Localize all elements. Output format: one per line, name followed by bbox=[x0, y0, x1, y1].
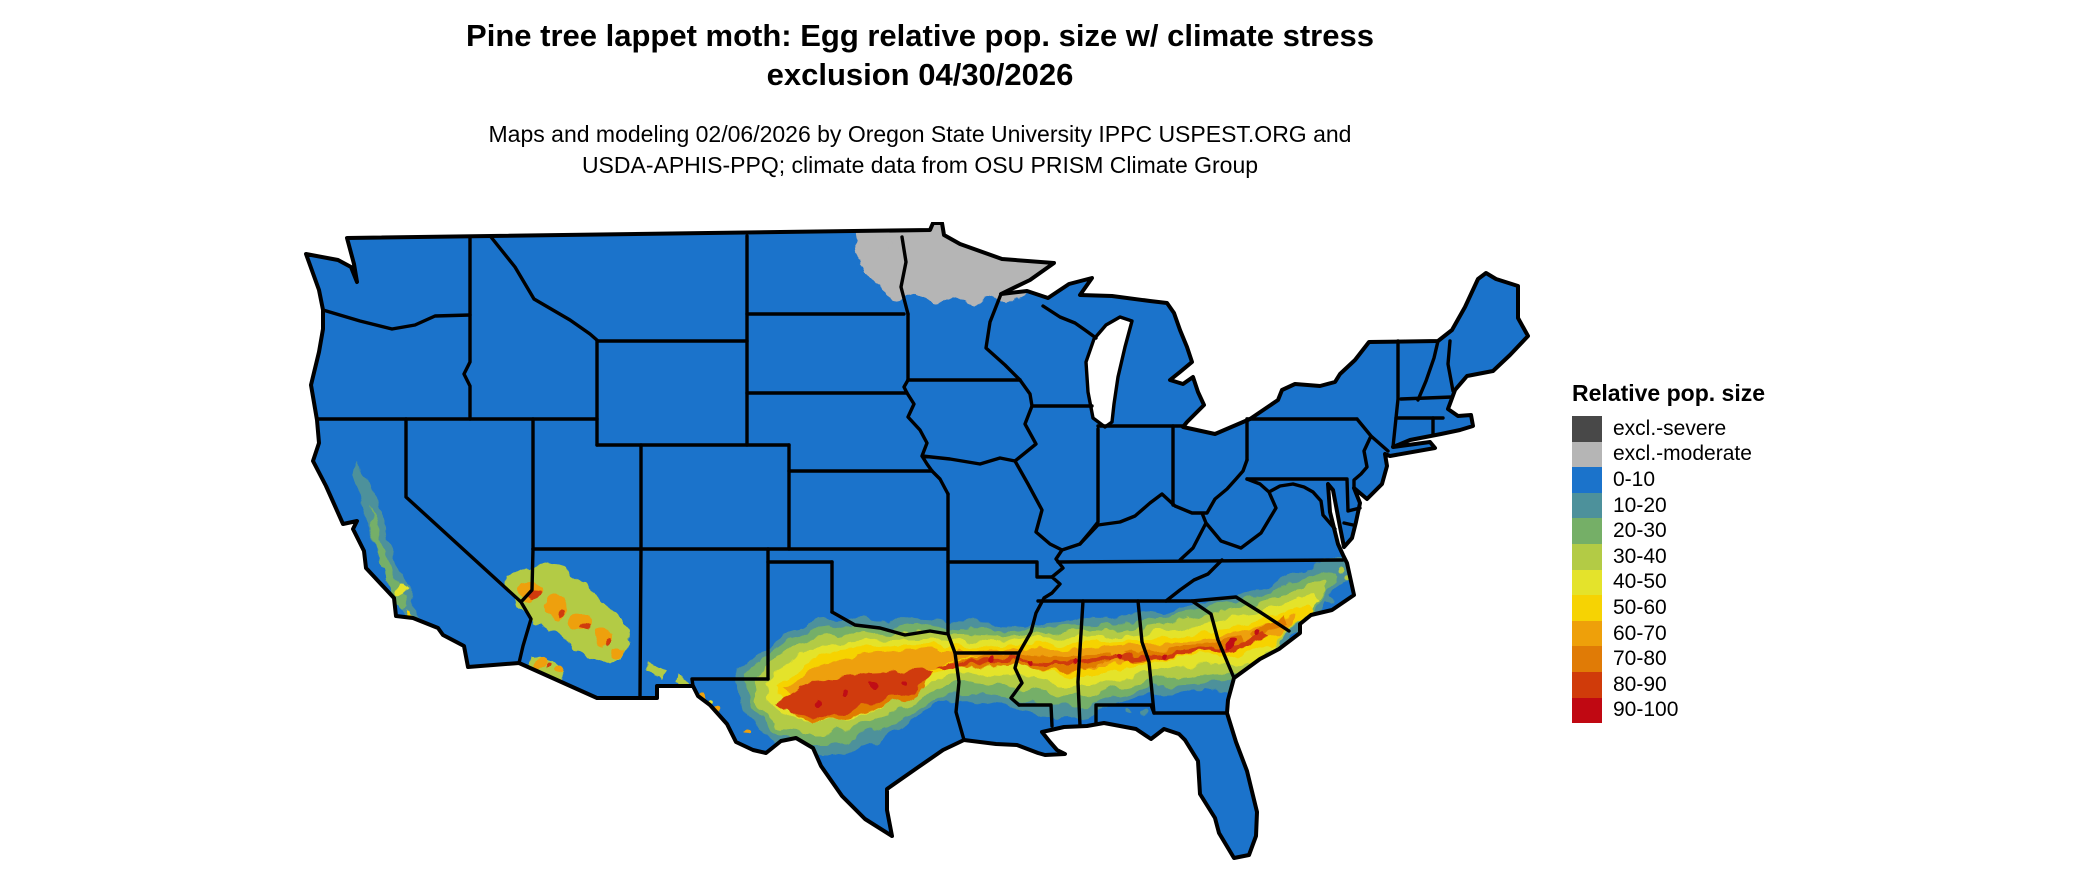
title-line-1: Pine tree lappet moth: Egg relative pop.… bbox=[466, 18, 1374, 53]
legend-item: 80-90 bbox=[1572, 671, 1765, 698]
legend-label: 20-30 bbox=[1613, 519, 1667, 543]
legend-label: excl.-moderate bbox=[1613, 442, 1752, 466]
legend-item: 70-80 bbox=[1572, 646, 1765, 672]
legend-item: excl.-severe bbox=[1572, 416, 1765, 442]
page-subtitle: Maps and modeling 02/06/2026 by Oregon S… bbox=[0, 119, 1840, 181]
legend-swatch bbox=[1572, 620, 1602, 647]
legend-swatch bbox=[1572, 416, 1602, 442]
legend-items: excl.-severe excl.-moderate 0-10 10-20 20-30… bbox=[1572, 416, 1765, 724]
region-excl-moderate-minnesota bbox=[852, 223, 1072, 305]
legend-item: 60-70 bbox=[1572, 620, 1765, 647]
title-line-2: exclusion 04/30/2026 bbox=[766, 57, 1074, 92]
legend-label: 0-10 bbox=[1613, 467, 1656, 491]
legend-swatch bbox=[1572, 569, 1602, 596]
legend-label: 60-70 bbox=[1613, 621, 1667, 645]
subtitle-line-2: USDA-APHIS-PPQ; climate data from OSU PR… bbox=[581, 152, 1259, 178]
legend-swatch bbox=[1572, 543, 1602, 570]
state-borders bbox=[315, 234, 1455, 742]
subtitle-line-1: Maps and modeling 02/06/2026 by Oregon S… bbox=[488, 121, 1352, 147]
legend-swatch bbox=[1572, 518, 1602, 544]
legend-item: 20-30 bbox=[1572, 518, 1765, 544]
legend-item: 0-10 bbox=[1572, 467, 1765, 493]
us-map bbox=[230, 222, 1560, 892]
legend-item: 30-40 bbox=[1572, 543, 1765, 570]
legend-swatch bbox=[1572, 492, 1602, 519]
legend-label: excl.-severe bbox=[1613, 416, 1727, 440]
legend-swatch bbox=[1572, 441, 1602, 468]
legend-swatch bbox=[1572, 671, 1602, 698]
legend: Relative pop. size excl.-severe excl.-mod… bbox=[1572, 380, 1766, 724]
legend-item: 50-60 bbox=[1572, 595, 1765, 621]
legend-item: 90-100 bbox=[1572, 697, 1765, 724]
us-map-svg bbox=[304, 222, 1530, 860]
legend-label: 10-20 bbox=[1613, 493, 1667, 517]
legend-label: 40-50 bbox=[1613, 570, 1667, 594]
legend-label: 90-100 bbox=[1613, 698, 1679, 722]
legend-swatch bbox=[1572, 595, 1602, 621]
legend-item: 10-20 bbox=[1572, 492, 1765, 519]
page-title: Pine tree lappet moth: Egg relative pop.… bbox=[0, 16, 1840, 94]
region-band-90-100 bbox=[811, 631, 1261, 706]
legend-swatch bbox=[1572, 697, 1602, 724]
legend-label: 70-80 bbox=[1613, 647, 1667, 671]
lake-michigan bbox=[1084, 315, 1134, 429]
legend-item: 40-50 bbox=[1572, 569, 1765, 596]
region-arizona-new-mexico bbox=[505, 564, 695, 692]
legend-label: 30-40 bbox=[1613, 544, 1667, 568]
legend-label: 50-60 bbox=[1613, 595, 1667, 619]
legend-title: Relative pop. size bbox=[1572, 380, 1766, 406]
legend-swatch bbox=[1572, 467, 1602, 493]
legend-label: 80-90 bbox=[1613, 672, 1667, 696]
legend-swatch bbox=[1572, 646, 1602, 672]
legend-item: excl.-moderate bbox=[1572, 441, 1765, 468]
region-coastal-specks bbox=[1125, 567, 1351, 717]
